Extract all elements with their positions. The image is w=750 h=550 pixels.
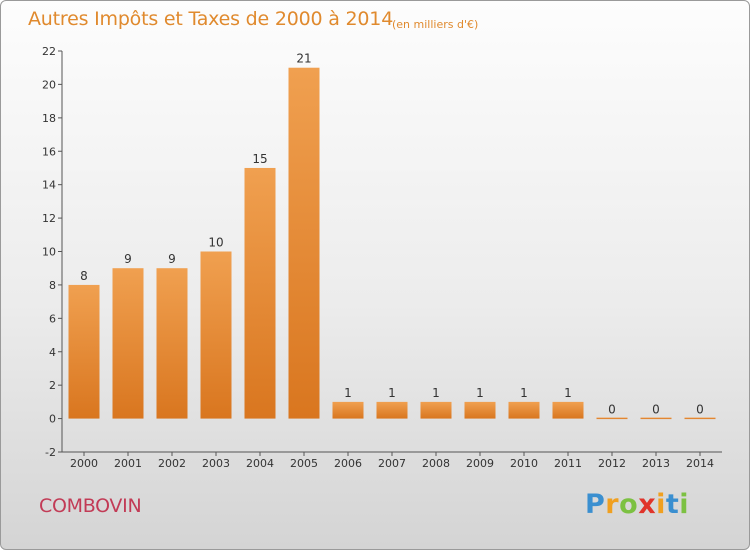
chart-bars xyxy=(68,67,716,420)
x-tick-label: 2004 xyxy=(246,457,274,470)
bar xyxy=(112,268,144,419)
y-tick-label: 0 xyxy=(49,413,56,426)
x-tick-label: 2006 xyxy=(334,457,362,470)
bar-value-label: 1 xyxy=(520,386,528,400)
bar-value-label: 1 xyxy=(388,386,396,400)
x-tick-label: 2014 xyxy=(686,457,714,470)
bar xyxy=(332,401,364,419)
y-tick-label: 18 xyxy=(42,112,56,125)
x-tick-label: 2008 xyxy=(422,457,450,470)
logo-letter: i xyxy=(679,489,690,520)
x-tick-label: 2013 xyxy=(642,457,670,470)
commune-name: COMBOVIN xyxy=(39,495,142,517)
x-tick-label: 2011 xyxy=(554,457,582,470)
bar xyxy=(288,67,320,419)
bar xyxy=(156,268,188,419)
bar xyxy=(244,167,276,419)
bar xyxy=(552,401,584,419)
bar-value-label: 1 xyxy=(344,386,352,400)
x-tick-label: 2007 xyxy=(378,457,406,470)
y-tick-label: 14 xyxy=(42,179,56,192)
x-tick-label: 2009 xyxy=(466,457,494,470)
logo-letter: x xyxy=(638,489,657,520)
bar xyxy=(508,401,540,419)
logo-letter: o xyxy=(619,489,639,520)
logo-letter: r xyxy=(605,489,620,520)
logo-letter: P xyxy=(585,489,606,520)
x-tick-label: 2002 xyxy=(158,457,186,470)
y-tick-label: 16 xyxy=(42,145,56,158)
bar xyxy=(420,401,452,419)
y-tick-label: -2 xyxy=(45,446,56,459)
logo-letter: i xyxy=(656,489,666,520)
x-tick-label: 2003 xyxy=(202,457,230,470)
chart-title: Autres Impôts et Taxes de 2000 à 2014 xyxy=(28,8,394,30)
bar-value-label: 8 xyxy=(80,269,88,283)
bar xyxy=(464,401,496,419)
x-tick-label: 2001 xyxy=(114,457,142,470)
bar xyxy=(376,401,408,419)
bar-value-label: 15 xyxy=(252,152,267,166)
y-tick-label: 4 xyxy=(49,346,56,359)
bar xyxy=(200,251,232,419)
bar-value-label: 9 xyxy=(124,252,132,266)
x-tick-label: 2010 xyxy=(510,457,538,470)
proxiti-logo[interactable]: Proxiti xyxy=(585,489,689,521)
bar xyxy=(684,417,716,420)
y-tick-label: 6 xyxy=(49,312,56,325)
bar-value-label: 0 xyxy=(652,403,660,417)
bar-value-label: 21 xyxy=(296,52,311,66)
logo-letter: t xyxy=(665,489,680,520)
x-tick-label: 2012 xyxy=(598,457,626,470)
y-tick-label: 8 xyxy=(49,279,56,292)
y-tick-label: 20 xyxy=(42,78,56,91)
bar-value-label: 0 xyxy=(608,403,616,417)
bar-value-label: 1 xyxy=(432,386,440,400)
y-tick-label: 22 xyxy=(42,45,56,58)
bar-value-label: 9 xyxy=(168,252,176,266)
y-tick-label: 12 xyxy=(42,212,56,225)
bar-value-label: 1 xyxy=(476,386,484,400)
bar xyxy=(596,417,628,420)
bar xyxy=(68,284,100,419)
bar xyxy=(640,417,672,420)
y-tick-label: 10 xyxy=(42,246,56,259)
chart-subtitle: (en milliers d'€) xyxy=(392,18,479,31)
bar-value-label: 10 xyxy=(208,236,223,250)
x-tick-label: 2005 xyxy=(290,457,318,470)
x-tick-label: 2000 xyxy=(70,457,98,470)
bar-value-label: 0 xyxy=(696,403,704,417)
y-tick-label: 2 xyxy=(49,379,56,392)
bar-value-label: 1 xyxy=(564,386,572,400)
